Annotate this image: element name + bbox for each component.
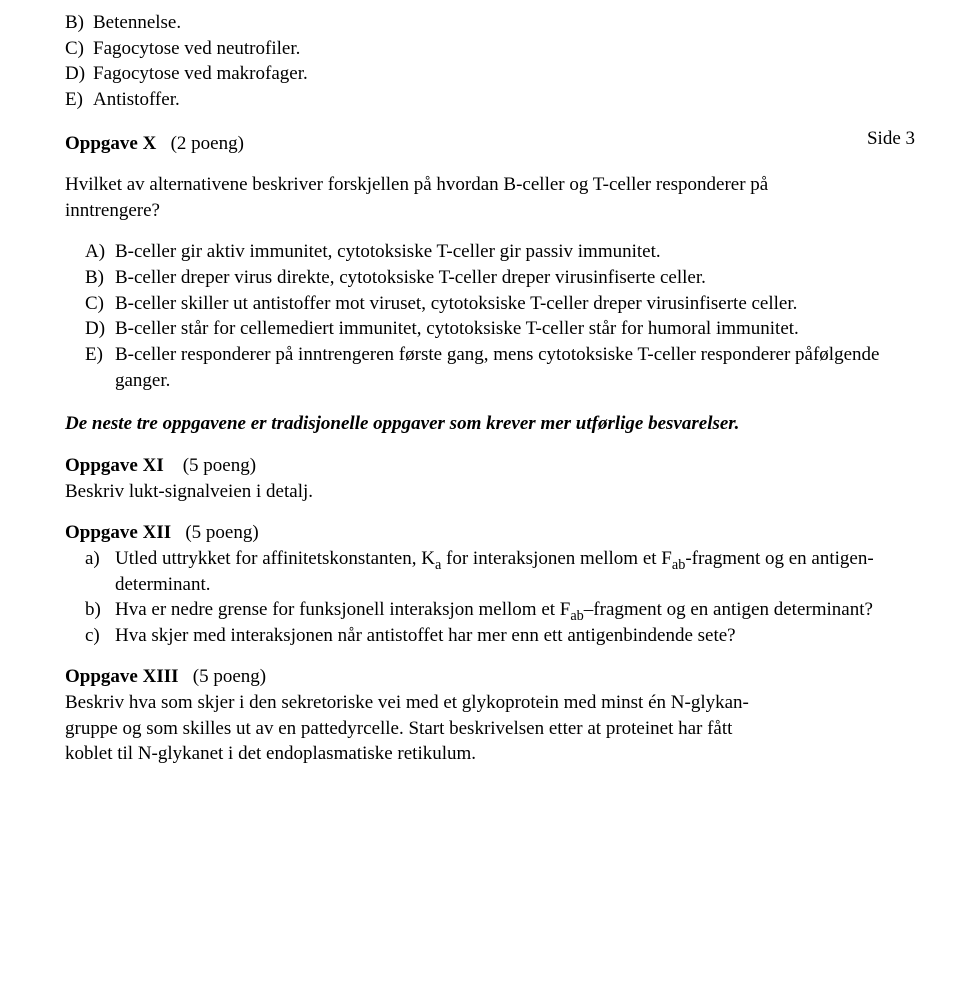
task-xi: Oppgave XI (5 poeng) Beskriv lukt-signal… (65, 453, 915, 504)
choice-row: E)B-celler responderer på inntrengeren f… (65, 342, 915, 393)
task-xiii-heading: Oppgave XIII (5 poeng) (65, 664, 915, 690)
subpart-text: Hva er nedre grense for funksjonell inte… (113, 597, 915, 623)
subpart-row: a)Utled uttrykket for affinitetskonstant… (65, 546, 915, 597)
subscript: ab (672, 557, 685, 573)
choice-row: B)B-celler dreper virus direkte, cytotok… (65, 265, 915, 291)
subpart-row: b)Hva er nedre grense for funksjonell in… (65, 597, 915, 623)
choice-row: B)Betennelse. (65, 10, 915, 36)
choice-row: D)Fagocytose ved makrofager. (65, 61, 915, 87)
task-xi-heading: Oppgave XI (5 poeng) (65, 453, 915, 479)
subscript: a (435, 557, 441, 573)
task-xiii-line1: Beskriv hva som skjer i den sekretoriske… (65, 692, 749, 713)
prev-question-choices: B)Betennelse.C)Fagocytose ved neutrofile… (65, 10, 915, 113)
transition-note: De neste tre oppgavene er tradisjonelle … (65, 411, 915, 437)
choice-letter: E) (85, 342, 113, 368)
choice-letter: B) (85, 265, 113, 291)
choice-row: D)B-celler står for cellemediert immunit… (65, 316, 915, 342)
choice-text: Antistoffer. (93, 87, 915, 113)
task-xii-heading: Oppgave XII (5 poeng) (65, 520, 915, 546)
task-xiii-line2: gruppe og som skilles ut av en pattedyrc… (65, 718, 732, 739)
task-xii-title: Oppgave XII (65, 522, 171, 543)
task-xii-points: (5 poeng) (185, 522, 258, 543)
choice-row: C)B-celler skiller ut antistoffer mot vi… (65, 291, 915, 317)
subscript: ab (570, 608, 583, 624)
choice-text: B-celler responderer på inntrengeren før… (113, 342, 915, 393)
choice-letter: D) (85, 316, 113, 342)
subpart-letter: c) (85, 623, 113, 649)
subpart-row: c)Hva skjer med interaksjonen når antist… (65, 623, 915, 649)
choice-text: B-celler dreper virus direkte, cytotoksi… (113, 265, 915, 291)
choice-row: A)B-celler gir aktiv immunitet, cytotoks… (65, 239, 915, 265)
task-xiii-body: Beskriv hva som skjer i den sekretoriske… (65, 690, 915, 767)
page-number: Side 3 (867, 128, 915, 150)
choice-row: C)Fagocytose ved neutrofiler. (65, 36, 915, 62)
task-x-choices: A)B-celler gir aktiv immunitet, cytotoks… (65, 239, 915, 393)
choice-letter: C) (85, 291, 113, 317)
task-x-points (161, 133, 171, 154)
choice-letter: E) (65, 87, 93, 113)
choice-text: B-celler gir aktiv immunitet, cytotoksis… (113, 239, 915, 265)
task-xi-body: Beskriv lukt-signalveien i detalj. (65, 479, 915, 505)
task-xiii-points: (5 poeng) (193, 666, 266, 687)
task-xii: Oppgave XII (5 poeng) a)Utled uttrykket … (65, 520, 915, 648)
task-xiii-title: Oppgave XIII (65, 666, 179, 687)
task-x-heading: Oppgave X (2 poeng) (65, 131, 915, 157)
choice-text: Fagocytose ved makrofager. (93, 61, 915, 87)
task-x-stem-line1: Hvilket av alternativene beskriver forsk… (65, 174, 768, 195)
exam-page: Side 3 B)Betennelse.C)Fagocytose ved neu… (0, 0, 960, 823)
choice-letter: A) (85, 239, 113, 265)
choice-letter: D) (65, 61, 93, 87)
task-x-title: Oppgave X (65, 133, 156, 154)
subpart-text: Hva skjer med interaksjonen når antistof… (113, 623, 915, 649)
subpart-letter: a) (85, 546, 113, 572)
choice-letter: B) (65, 10, 93, 36)
subpart-letter: b) (85, 597, 113, 623)
task-x-points-text: (2 poeng) (171, 133, 244, 154)
task-x-stem: Hvilket av alternativene beskriver forsk… (65, 172, 915, 223)
task-xi-title: Oppgave XI (65, 455, 164, 476)
task-xi-points: (5 poeng) (183, 455, 256, 476)
choice-text: B-celler står for cellemediert immunitet… (113, 316, 915, 342)
task-xii-parts: a)Utled uttrykket for affinitetskonstant… (65, 546, 915, 649)
choice-text: Fagocytose ved neutrofiler. (93, 36, 915, 62)
choice-text: B-celler skiller ut antistoffer mot viru… (113, 291, 915, 317)
subpart-text: Utled uttrykket for affinitetskonstanten… (113, 546, 915, 597)
choice-text: Betennelse. (93, 10, 915, 36)
choice-row: E)Antistoffer. (65, 87, 915, 113)
task-xiii: Oppgave XIII (5 poeng) Beskriv hva som s… (65, 664, 915, 767)
task-x-stem-line2: inntrengere? (65, 200, 160, 221)
choice-letter: C) (65, 36, 93, 62)
task-xiii-line3: koblet til N-glykanet i det endoplasmati… (65, 743, 476, 764)
